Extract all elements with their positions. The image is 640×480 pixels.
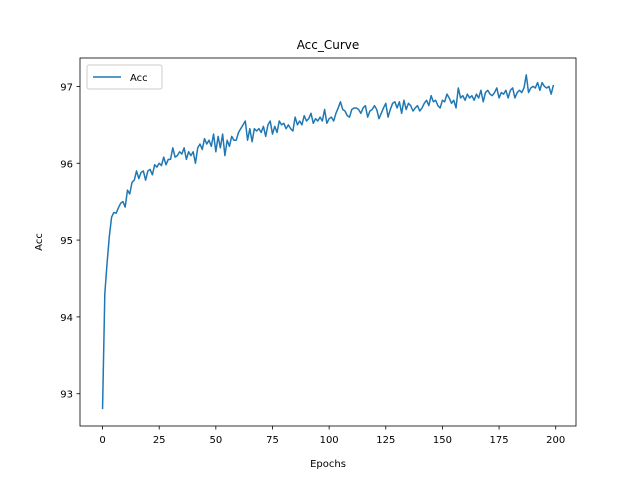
- x-tick-label: 0: [99, 435, 105, 446]
- axes-frame: [79, 57, 577, 427]
- chart-title: Acc_Curve: [297, 38, 360, 52]
- x-tick-label: 150: [433, 435, 452, 446]
- x-tick-label: 125: [376, 435, 395, 446]
- y-tick-label: 94: [60, 313, 73, 324]
- x-tick-label: 175: [490, 435, 509, 446]
- legend-box: [86, 64, 163, 90]
- y-tick-label: 95: [60, 236, 73, 247]
- y-tick-label: 93: [60, 390, 73, 401]
- y-tick-label: 97: [60, 82, 73, 93]
- x-tick-label: 100: [320, 435, 339, 446]
- y-axis-label: Acc: [34, 233, 45, 251]
- x-tick-label: 200: [546, 435, 565, 446]
- x-axis-label: Epochs: [310, 459, 346, 470]
- y-tick-label: 96: [60, 159, 73, 170]
- x-tick-label: 25: [153, 435, 166, 446]
- line: [101, 74, 555, 410]
- legend-label: Acc: [130, 73, 148, 84]
- x-tick-label: 50: [209, 435, 222, 446]
- x-tick-label: 75: [266, 435, 279, 446]
